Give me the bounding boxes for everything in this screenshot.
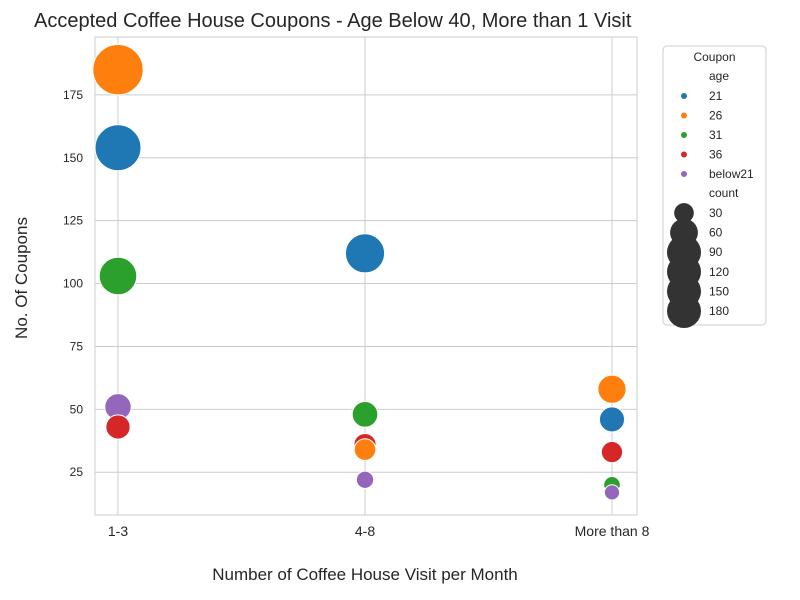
data-point-31 [98, 256, 138, 296]
data-point-below21 [355, 470, 375, 489]
y-tick-label: 125 [63, 214, 83, 228]
data-point-31 [351, 401, 379, 428]
data-point-21 [598, 406, 626, 433]
x-tick-label: 4-8 [355, 523, 375, 539]
y-tick-label: 50 [70, 402, 84, 416]
y-tick-label: 150 [63, 151, 83, 165]
data-point-21 [344, 233, 386, 274]
x-tick-label: More than 8 [575, 523, 650, 539]
y-tick-label: 75 [70, 339, 84, 353]
legend-size-title: count [709, 186, 739, 200]
legend-hue-title: age [709, 69, 729, 83]
data-point-26 [353, 438, 377, 461]
legend-size-marker [667, 294, 701, 328]
data-point-36 [600, 440, 624, 464]
plot-frame [94, 36, 638, 516]
y-tick-label: 25 [70, 465, 84, 479]
data-point-21 [94, 124, 142, 172]
legend-marker-21 [681, 93, 687, 99]
legend-size-label: 90 [709, 245, 723, 259]
legend-marker-below21 [681, 171, 687, 177]
legend-title: Coupon [693, 50, 735, 64]
data-point-26 [92, 44, 144, 96]
legend-size-label: 120 [709, 265, 729, 279]
legend-label-26: 26 [709, 109, 723, 123]
legend-marker-36 [681, 151, 687, 158]
y-tick-label: 100 [63, 277, 83, 291]
data-point-26 [597, 374, 627, 404]
legend-size-marker [674, 203, 694, 223]
x-tick-label: 1-3 [108, 523, 128, 539]
legend-size-label: 150 [709, 284, 729, 298]
y-tick-label: 175 [63, 88, 83, 102]
legend-label-21: 21 [709, 89, 723, 103]
legend-label-36: 36 [709, 148, 723, 162]
legend-marker-31 [681, 132, 687, 138]
chart-title: Accepted Coffee House Coupons - Age Belo… [34, 10, 632, 32]
legend-size-label: 180 [709, 304, 729, 318]
legend-marker-26 [681, 112, 687, 119]
legend-label-below21: below21 [709, 167, 754, 181]
x-axis-label: Number of Coffee House Visit per Month [212, 565, 518, 584]
legend-label-31: 31 [709, 128, 723, 142]
data-point-36 [105, 414, 131, 440]
data-point-below21 [603, 484, 621, 501]
legend-size-label: 60 [709, 226, 723, 240]
legend-size-label: 30 [709, 206, 723, 220]
